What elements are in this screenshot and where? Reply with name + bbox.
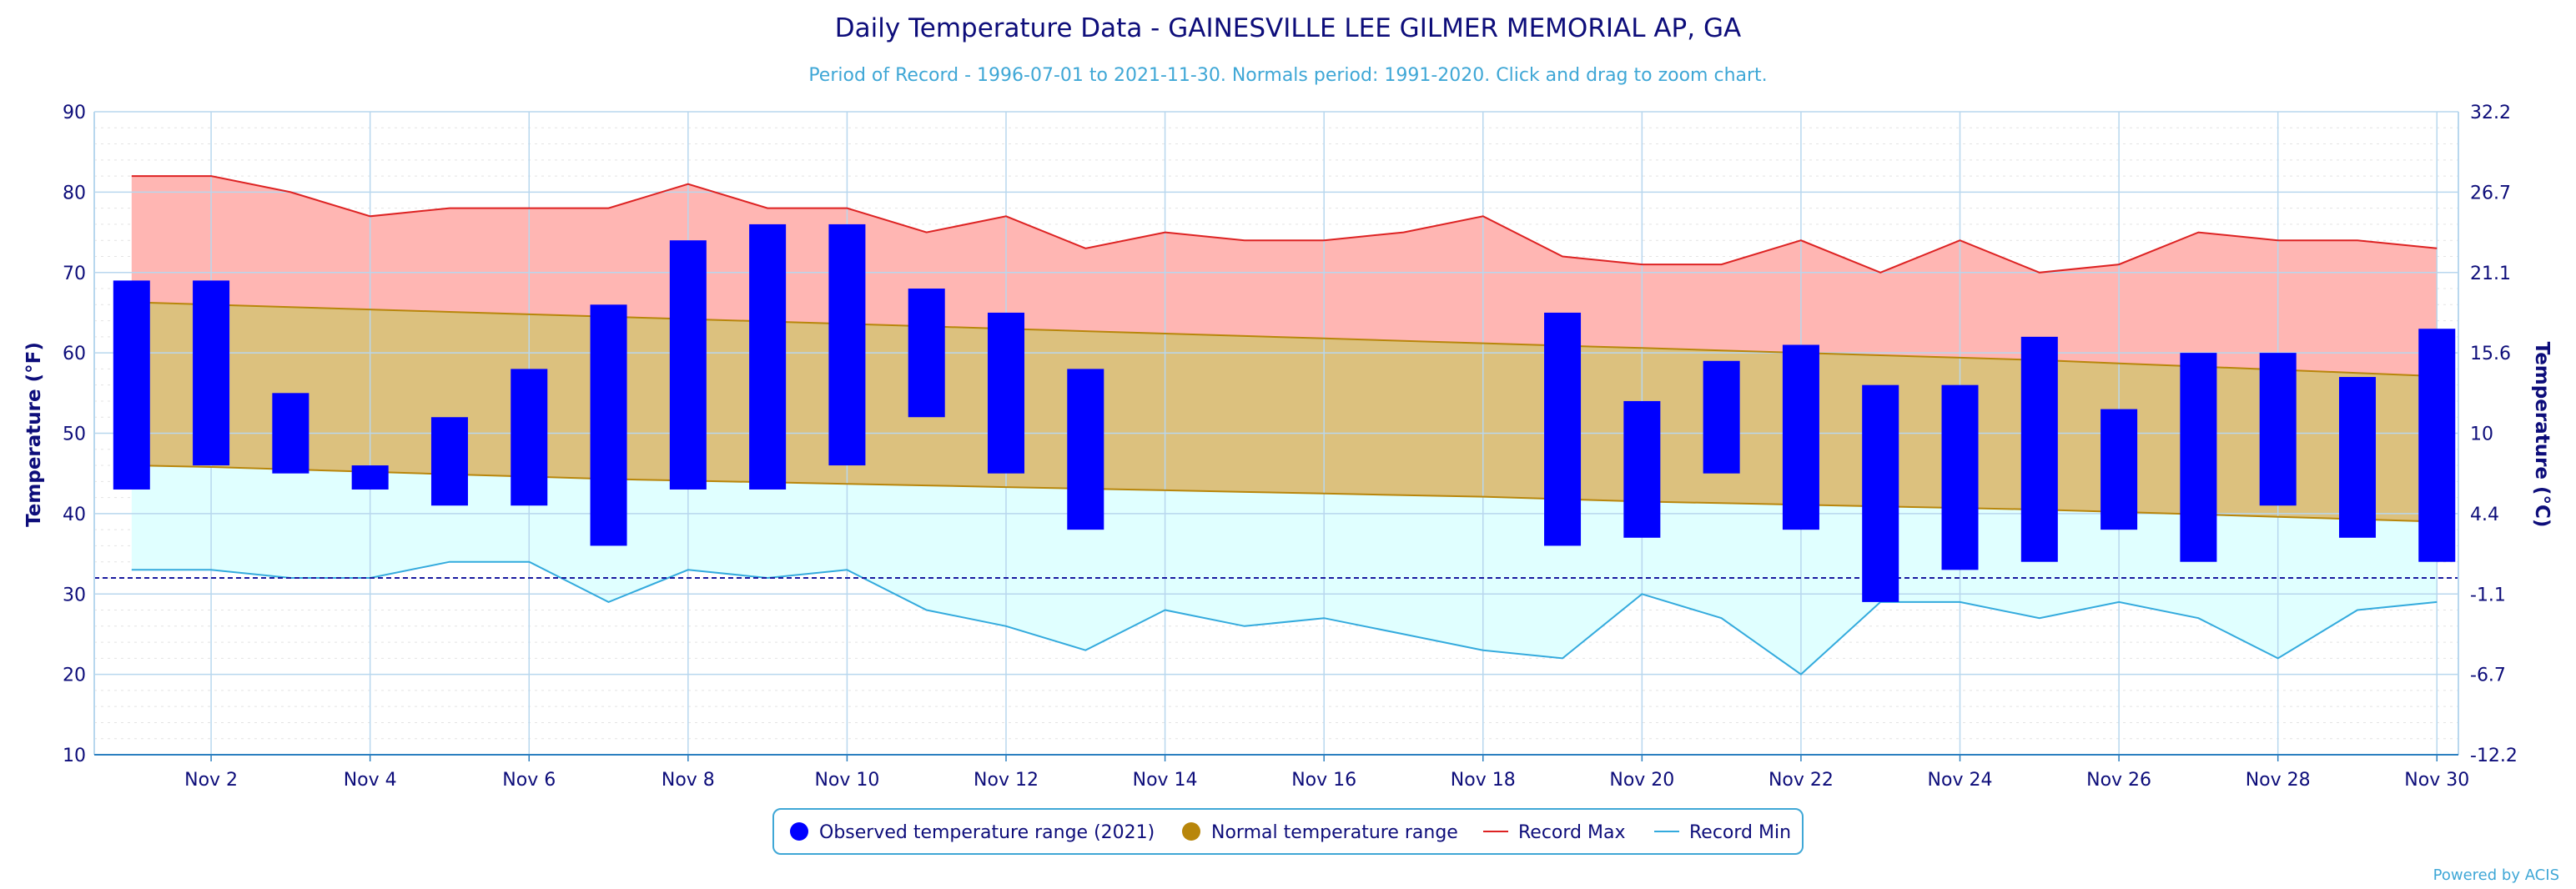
- record-min-band: [131, 465, 2438, 675]
- credit-link[interactable]: Powered by ACIS: [2433, 866, 2559, 884]
- x-tick-label: Nov 20: [1609, 770, 1674, 791]
- y-tick-label-left: 50: [63, 424, 86, 445]
- legend-item-observed[interactable]: Observed temperature range (2021): [790, 822, 1155, 843]
- y-tick-label-left: 10: [63, 746, 86, 766]
- x-tick-label: Nov 14: [1133, 770, 1198, 791]
- y-tick-label-right: 4.4: [2470, 505, 2499, 525]
- observed-bar: [272, 393, 309, 474]
- observed-bar: [908, 289, 945, 418]
- observed-bar: [113, 280, 150, 490]
- observed-bar: [828, 224, 866, 466]
- observed-bar: [2418, 329, 2456, 562]
- y-tick-label-left: 70: [63, 264, 86, 284]
- plot-area[interactable]: 10 20 30 40 50 60 70 80 90 -12.2 -6.7 -1.1 4.4 10 15.6…: [63, 103, 2518, 791]
- y-tick-label-right: 21.1: [2470, 264, 2511, 284]
- observed-bar: [2338, 377, 2376, 538]
- observed-bar: [2259, 353, 2297, 506]
- normal-band: [131, 302, 2438, 522]
- observed-bar: [988, 312, 1025, 474]
- legend-item-record-min[interactable]: Record Min: [1654, 822, 1791, 843]
- observed-bar: [193, 280, 230, 466]
- y-tick-label-right: 15.6: [2470, 344, 2511, 364]
- observed-bar: [749, 224, 787, 490]
- record-max-line: [131, 175, 2438, 274]
- y-tick-label-right: 10: [2470, 424, 2493, 445]
- y-tick-label-left: 60: [63, 344, 86, 364]
- x-tick-label: Nov 16: [1291, 770, 1356, 791]
- chart-title: Daily Temperature Data - GAINESVILLE LEE…: [835, 13, 1741, 43]
- observed-bar: [351, 465, 389, 490]
- legend-observed-label: Observed temperature range (2021): [819, 822, 1155, 843]
- legend-box: [772, 808, 1804, 855]
- y-tick-label-left: 40: [63, 505, 86, 525]
- y-tick-label-right: -6.7: [2470, 665, 2506, 686]
- observed-bar: [590, 304, 627, 546]
- record-max-band: [131, 176, 2438, 377]
- observed-bar: [1782, 344, 1819, 530]
- observed-bar: [1862, 384, 1899, 602]
- x-tick-label: Nov 24: [1928, 770, 1993, 791]
- record-min-line: [131, 560, 2438, 676]
- x-tick-label: Nov 10: [814, 770, 879, 791]
- legend-observed-swatch: [790, 822, 808, 841]
- legend-record-min-label: Record Min: [1689, 822, 1791, 843]
- x-tick-label: Nov 28: [2246, 770, 2311, 791]
- observed-bar: [1941, 384, 1979, 570]
- x-tick-label: Nov 22: [1768, 770, 1834, 791]
- observed-bar: [2020, 336, 2058, 562]
- y-axis-left-title: Temperature (°F): [23, 342, 45, 527]
- x-tick-label: Nov 8: [662, 770, 715, 791]
- x-tick-label: Nov 4: [344, 770, 397, 791]
- y-tick-label-left: 90: [63, 103, 86, 123]
- chart-subtitle: Period of Record - 1996-07-01 to 2021-11…: [808, 65, 1767, 86]
- y-tick-label-right: 32.2: [2470, 103, 2511, 123]
- x-tick-label: Nov 26: [2086, 770, 2151, 791]
- legend-item-record-max[interactable]: Record Max: [1483, 822, 1626, 843]
- observed-bar: [2180, 353, 2217, 562]
- legend: Observed temperature range (2021) Normal…: [772, 808, 1804, 855]
- y-tick-label-left: 30: [63, 585, 86, 605]
- x-tick-label: Nov 18: [1451, 770, 1516, 791]
- x-tick-label: Nov 30: [2404, 770, 2469, 791]
- y-tick-label-right: -1.1: [2470, 585, 2506, 605]
- x-tick-label: Nov 2: [184, 770, 238, 791]
- x-tick-label: Nov 12: [974, 770, 1039, 791]
- x-tick-label: Nov 6: [502, 770, 556, 791]
- legend-item-normal[interactable]: Normal temperature range: [1182, 822, 1458, 843]
- observed-bar: [1544, 312, 1582, 546]
- observed-bar: [430, 417, 468, 506]
- observed-bar: [2101, 409, 2138, 530]
- y-tick-label-right: -12.2: [2470, 746, 2518, 766]
- y-tick-label-left: 20: [63, 665, 86, 686]
- y-tick-label-left: 80: [63, 183, 86, 203]
- y-tick-label-right: 26.7: [2470, 183, 2511, 203]
- observed-bar: [1067, 369, 1104, 530]
- observed-bar: [669, 240, 707, 490]
- legend-normal-label: Normal temperature range: [1211, 822, 1458, 843]
- observed-bar: [1623, 400, 1661, 538]
- observed-bar: [1703, 360, 1740, 474]
- legend-normal-swatch: [1182, 822, 1200, 841]
- legend-record-max-label: Record Max: [1518, 822, 1626, 843]
- y-axis-right-title: Temperature (°C): [2531, 342, 2553, 528]
- observed-bar: [511, 369, 548, 506]
